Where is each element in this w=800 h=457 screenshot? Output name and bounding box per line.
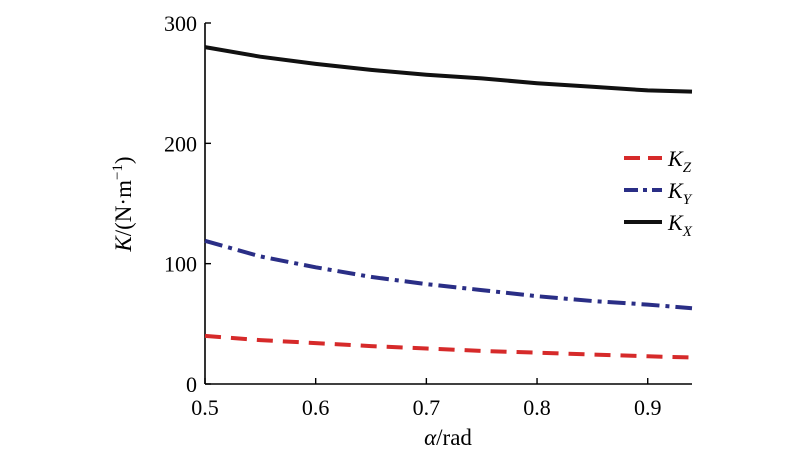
- y-ticks: 0 100 200 300: [164, 11, 211, 397]
- y-axis-label-close: ): [111, 156, 136, 164]
- y-axis-label: K/(N·m−1): [110, 156, 136, 252]
- x-axis-label-unit: /rad: [436, 425, 472, 450]
- series-line-z: [204, 333, 693, 360]
- legend-label-x: KX: [667, 210, 693, 240]
- x-tick-label: 0.8: [523, 395, 551, 420]
- x-axis-label: α/rad: [424, 425, 472, 450]
- y-tick-label: 200: [164, 131, 197, 156]
- y-tick-label: 0: [186, 372, 197, 397]
- y-axis-label-exponent: −1: [110, 164, 126, 180]
- legend-label-z: KZ: [667, 146, 692, 176]
- y-tick-label: 100: [164, 252, 197, 277]
- x-tick-label: 0.6: [302, 395, 330, 420]
- x-axis-label-var: α: [424, 425, 437, 450]
- x-tick-label: 0.5: [191, 395, 219, 420]
- x-ticks: 0.5 0.6 0.7 0.8 0.9: [191, 378, 661, 420]
- legend-label-y: KY: [667, 178, 693, 208]
- y-axis-label-unit: /(N·m: [111, 180, 136, 236]
- x-tick-label: 0.9: [634, 395, 662, 420]
- y-axis-label-var: K: [111, 235, 136, 253]
- plot-frame: [204, 23, 692, 385]
- series-line-y: [204, 238, 693, 311]
- x-tick-label: 0.7: [413, 395, 441, 420]
- series-line-x: [204, 45, 693, 94]
- y-tick-label: 300: [164, 11, 197, 36]
- series-lines: [204, 45, 693, 360]
